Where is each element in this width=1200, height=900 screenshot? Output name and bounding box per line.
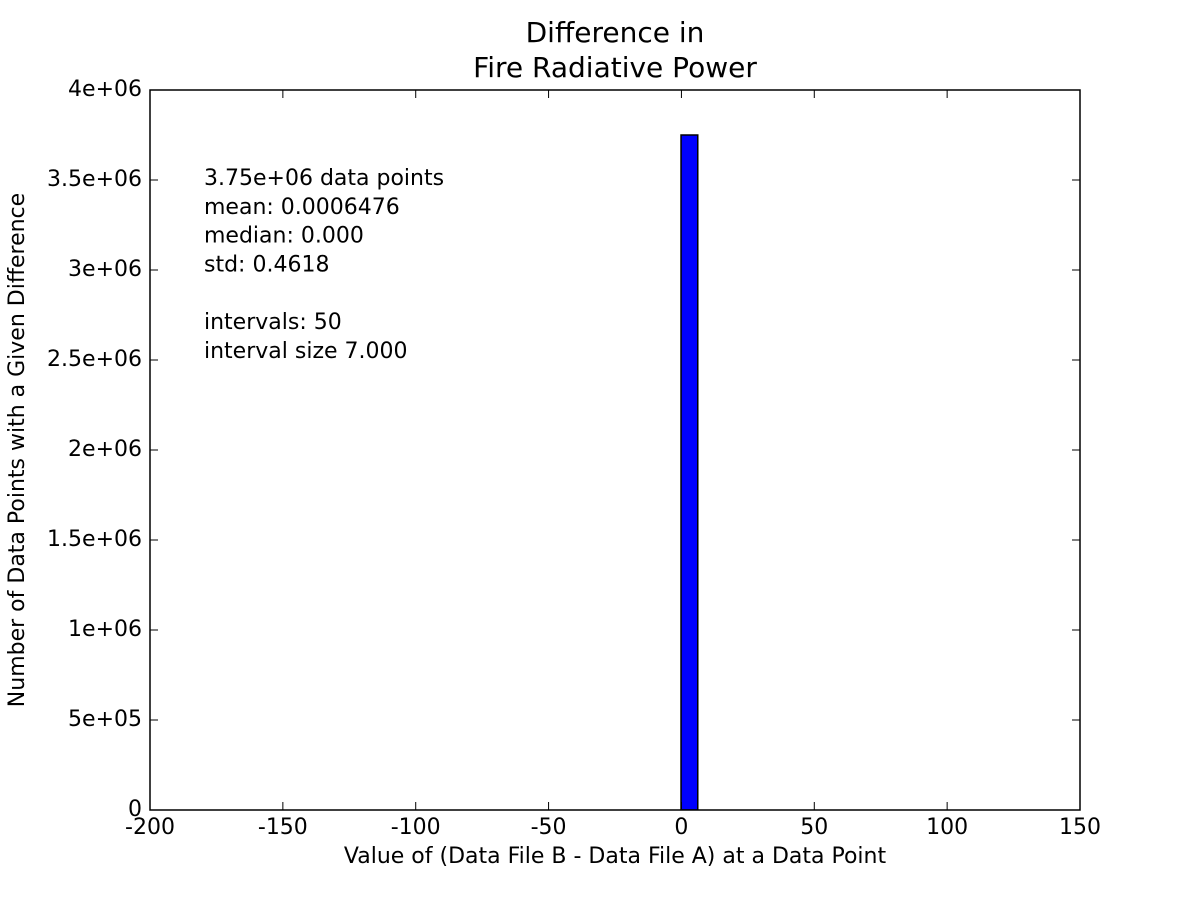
x-tick-label: 100 xyxy=(926,815,968,840)
annotation-line: mean: 0.0006476 xyxy=(204,195,400,220)
ticks: -200 -150 -100 -50 0 50 100 150 0 5e+05 1e+06 1.5e+… xyxy=(47,77,1101,840)
chart-title: Difference in xyxy=(526,16,705,49)
annotation-line: std: 0.4618 xyxy=(204,252,329,277)
y-tick-label: 2.5e+06 xyxy=(47,347,142,372)
x-tick-label: 0 xyxy=(674,815,688,840)
bar xyxy=(680,134,699,810)
annotation: 3.75e+06 data points mean: 0.0006476 media… xyxy=(204,166,444,364)
bars xyxy=(680,134,699,810)
y-tick-label: 5e+05 xyxy=(68,707,142,732)
x-tick-label: 50 xyxy=(800,815,828,840)
x-tick-label: -150 xyxy=(258,815,308,840)
x-axis-label: Value of (Data File B - Data File A) at … xyxy=(344,844,887,869)
annotation-line: median: 0.000 xyxy=(204,224,364,249)
y-tick-label: 3e+06 xyxy=(68,257,142,282)
y-tick-label: 2e+06 xyxy=(68,437,142,462)
y-tick-label: 0 xyxy=(128,797,142,822)
annotation-line: 3.75e+06 data points xyxy=(204,166,444,191)
y-tick-label: 1.5e+06 xyxy=(47,527,142,552)
y-tick-label: 4e+06 xyxy=(68,77,142,102)
x-tick-label: -200 xyxy=(125,815,175,840)
y-axis-label: Number of Data Points with a Given Diffe… xyxy=(5,193,30,707)
annotation-line: interval size 7.000 xyxy=(204,339,408,364)
x-tick-label: -50 xyxy=(531,815,567,840)
y-tick-label: 1e+06 xyxy=(68,617,142,642)
annotation-line: intervals: 50 xyxy=(204,310,342,335)
chart-subtitle: Fire Radiative Power xyxy=(473,51,757,84)
x-tick-label: -100 xyxy=(391,815,441,840)
plot-frame xyxy=(149,89,1081,811)
x-tick-label: 150 xyxy=(1059,815,1101,840)
y-tick-label: 3.5e+06 xyxy=(47,167,142,192)
